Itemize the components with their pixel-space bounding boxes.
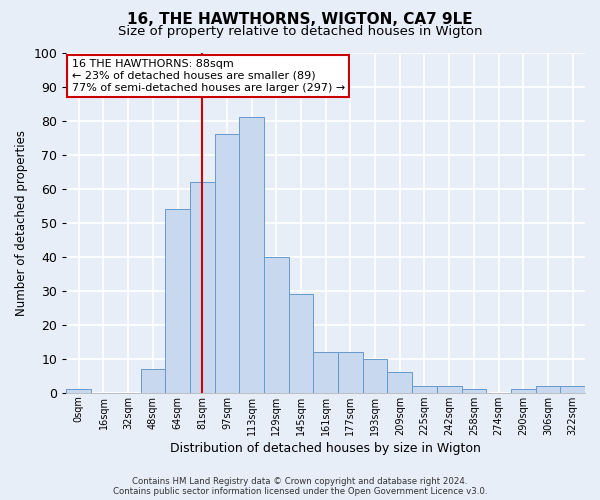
Bar (511, 390, 536, 393)
Y-axis label: Number of detached properties: Number of detached properties (15, 130, 28, 316)
Text: Size of property relative to detached houses in Wigton: Size of property relative to detached ho… (118, 25, 482, 38)
Bar (363, 359, 388, 393)
Bar (140, 369, 165, 393)
Bar (264, 256, 289, 393)
Bar (437, 386, 461, 393)
Bar (190, 182, 215, 393)
Text: Contains public sector information licensed under the Open Government Licence v3: Contains public sector information licen… (113, 487, 487, 496)
Bar (461, 390, 486, 393)
Bar (338, 352, 363, 393)
Bar (313, 352, 338, 393)
Text: Contains HM Land Registry data © Crown copyright and database right 2024.: Contains HM Land Registry data © Crown c… (132, 477, 468, 486)
Bar (215, 134, 239, 393)
Bar (412, 386, 437, 393)
Text: 16, THE HAWTHORNS, WIGTON, CA7 9LE: 16, THE HAWTHORNS, WIGTON, CA7 9LE (127, 12, 473, 28)
X-axis label: Distribution of detached houses by size in Wigton: Distribution of detached houses by size … (170, 442, 481, 455)
Text: 16 THE HAWTHORNS: 88sqm
← 23% of detached houses are smaller (89)
77% of semi-de: 16 THE HAWTHORNS: 88sqm ← 23% of detache… (71, 60, 345, 92)
Bar (67, 390, 91, 393)
Bar (239, 117, 264, 393)
Bar (388, 372, 412, 393)
Bar (560, 386, 585, 393)
Bar (289, 294, 313, 393)
Bar (165, 209, 190, 393)
Bar (536, 386, 560, 393)
